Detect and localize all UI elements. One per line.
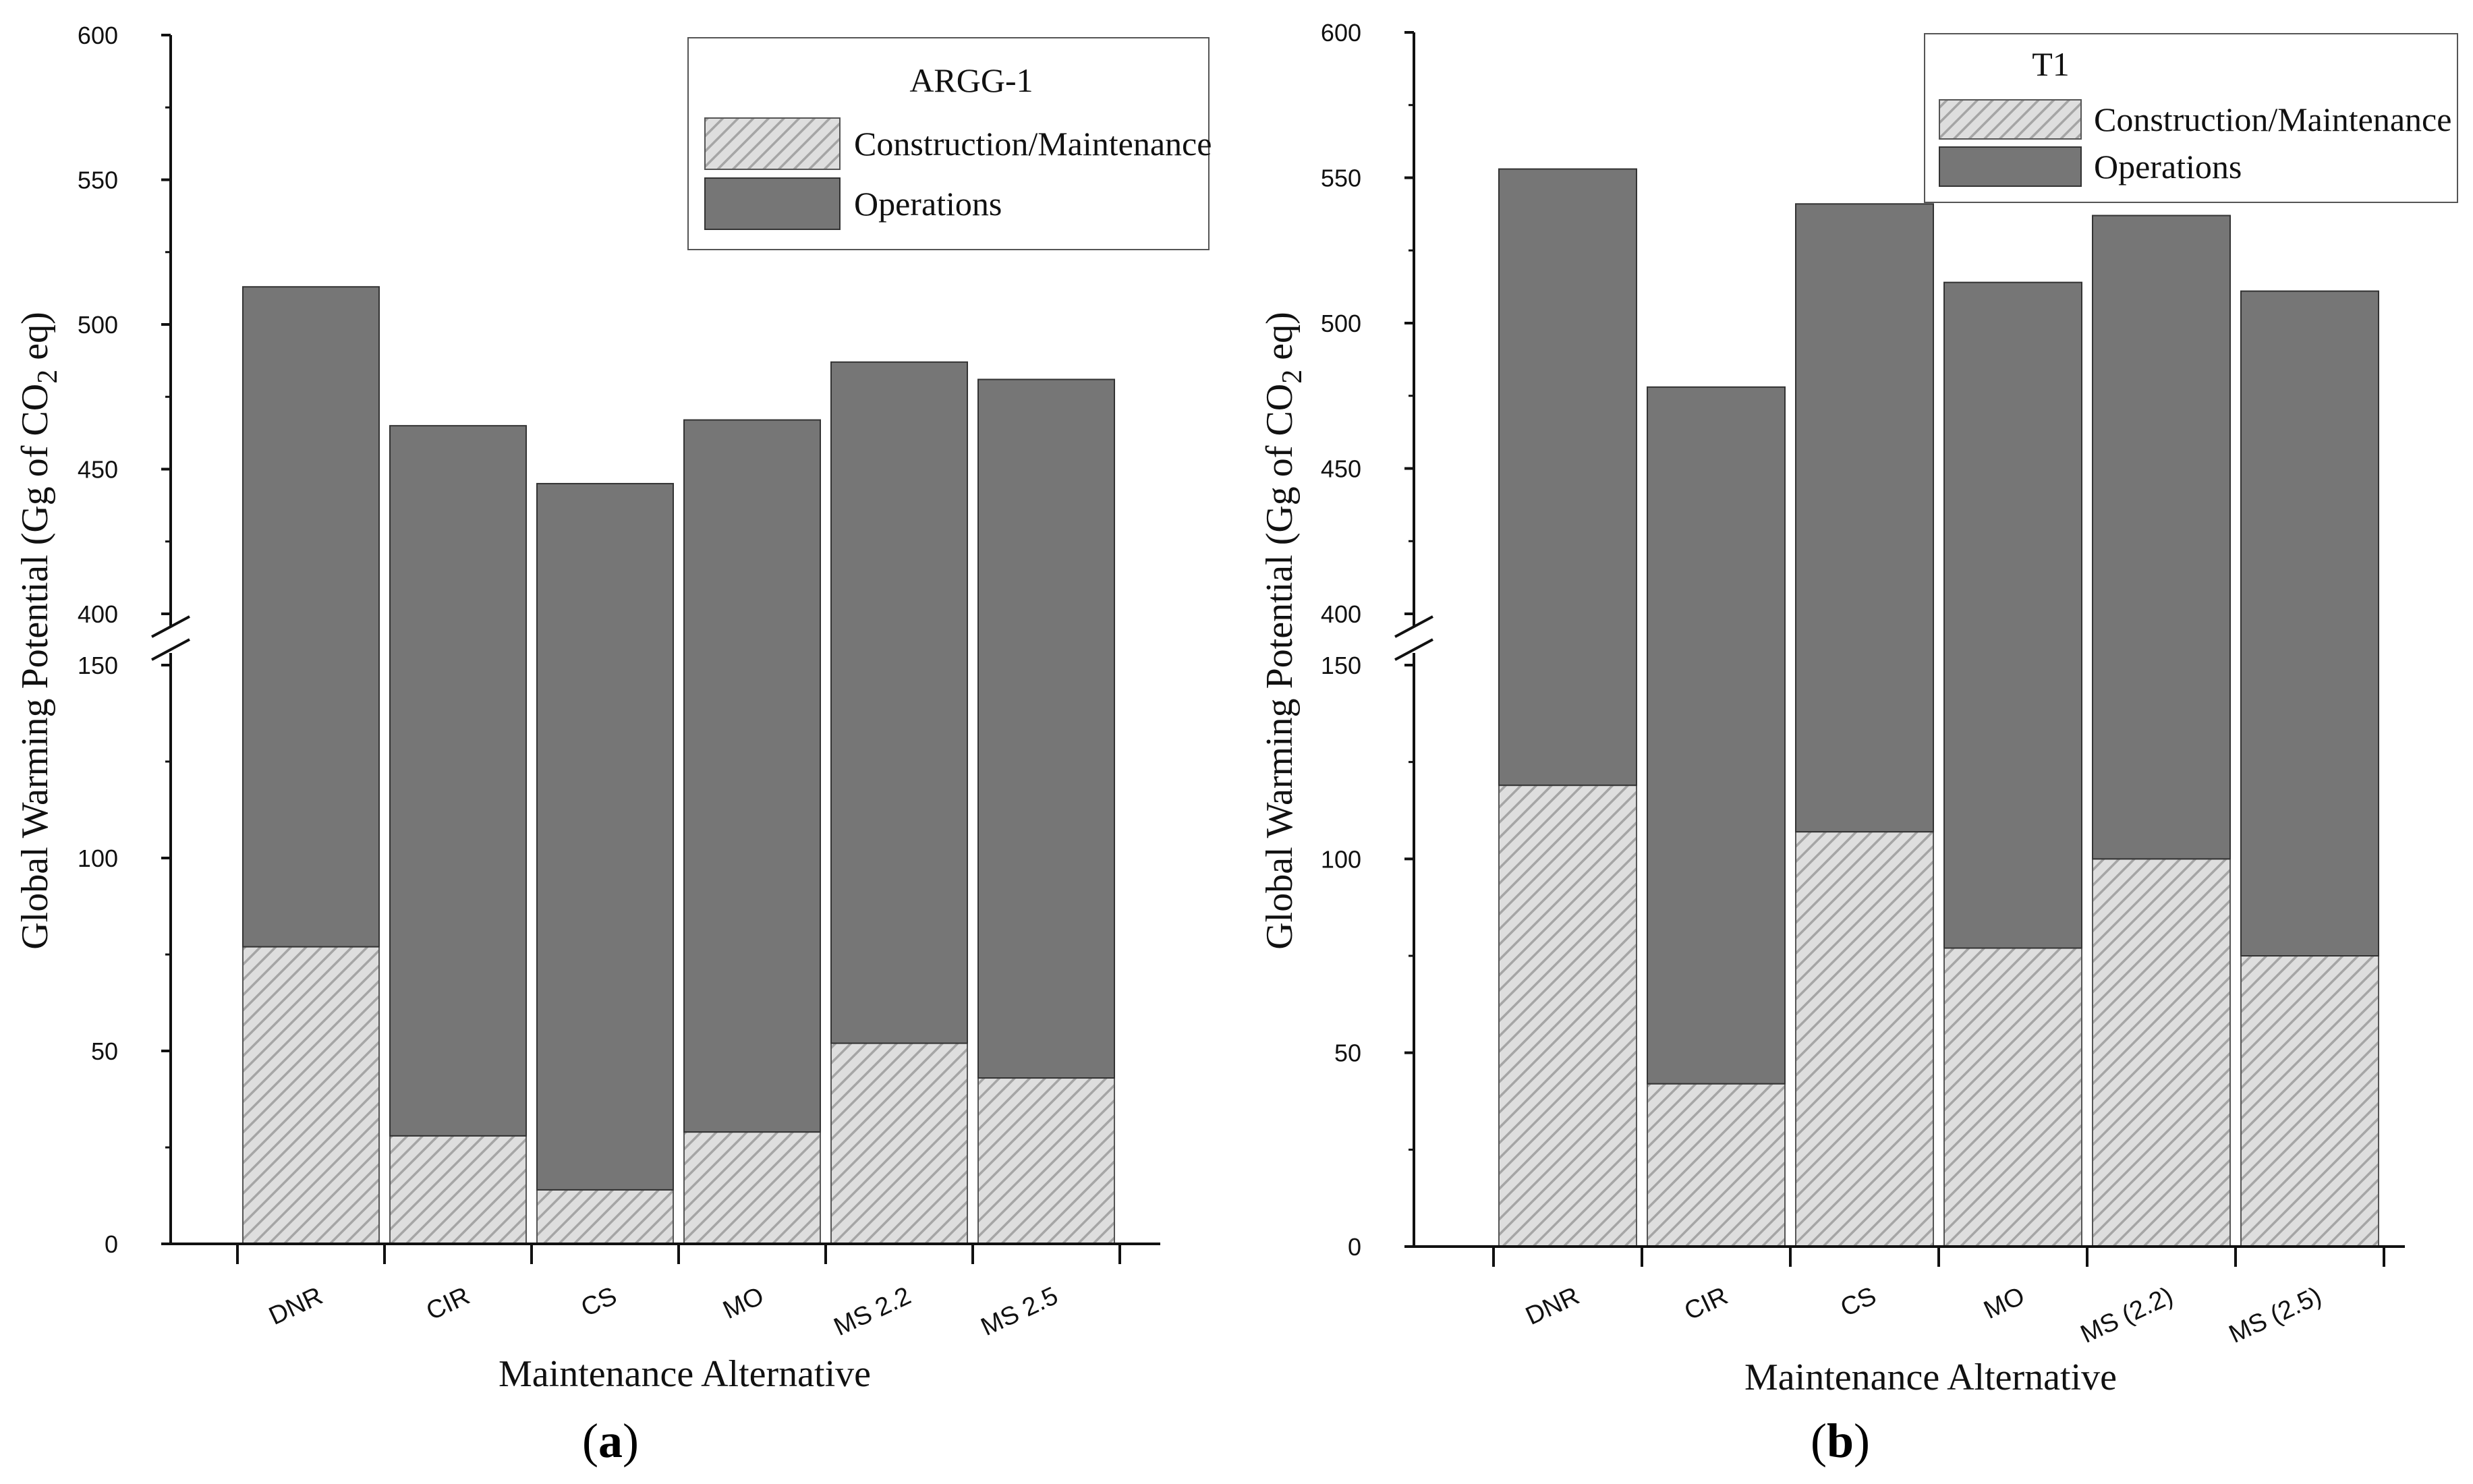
x-category-label: MS 2.2	[830, 1282, 915, 1342]
x-category-label: CIR	[1680, 1282, 1732, 1326]
legend-label-construction: Construction/Maintenance	[2094, 101, 2451, 138]
y-tick-label: 600	[78, 22, 118, 49]
bar-construction-1	[1498, 784, 1637, 1247]
y-tick-label: 550	[78, 167, 118, 194]
bar-operations-1	[1498, 168, 1637, 787]
y-tick-label: 400	[78, 600, 118, 628]
y-tick-label: 500	[78, 311, 118, 339]
bar-construction-5	[2092, 858, 2231, 1248]
y-tick-label: 50	[1334, 1039, 1361, 1067]
bar-construction-4	[683, 1131, 821, 1245]
bar-construction-1	[242, 946, 380, 1245]
axis-break-mark	[1394, 615, 1433, 638]
bar-operations-1	[242, 286, 380, 948]
bar-operations-5	[830, 361, 968, 1044]
bar-operations-2	[1647, 386, 1786, 1085]
legend-swatch-operations	[704, 177, 841, 230]
axis-break-mark	[1394, 638, 1433, 661]
bar-construction-4	[1943, 947, 2082, 1248]
y-tick-label: 450	[1321, 455, 1361, 483]
x-category-label: MO	[719, 1282, 768, 1325]
x-category-label: MS (2.5)	[2225, 1282, 2326, 1349]
bar-operations-6	[2240, 290, 2379, 957]
bar-operations-4	[1943, 281, 2082, 949]
bar-construction-3	[1795, 831, 1934, 1247]
y-tick-label: 150	[78, 652, 118, 679]
x-axis-title: Maintenance Alternative	[1744, 1357, 2117, 1398]
axis-break-mark	[151, 638, 190, 661]
legend-title: T1	[2032, 45, 2070, 83]
legend: T1 Construction/Maintenance Operations	[1924, 33, 2458, 203]
x-category-label: CS	[577, 1282, 621, 1322]
panel-a: 0 50 100 150 400 450 500 550 600 DNR CIR CS MO MS 2.2…	[14, 22, 1212, 1468]
legend: ARGG-1 Construction/Maintenance Operations	[687, 37, 1212, 250]
y-tick-label: 450	[78, 456, 118, 484]
x-category-label: CS	[1836, 1282, 1881, 1322]
panel-label: (b)	[1811, 1414, 1870, 1468]
bar-construction-6	[977, 1077, 1115, 1245]
bar-construction-3	[536, 1189, 674, 1245]
x-category-label: CIR	[422, 1282, 474, 1326]
bar-construction-2	[1647, 1083, 1786, 1248]
legend-swatch-construction	[704, 117, 841, 170]
y-tick-label: 500	[1321, 310, 1361, 337]
legend-label-operations: Operations	[854, 185, 1002, 223]
bar-operations-5	[2092, 215, 2231, 860]
legend-swatch-operations	[1939, 146, 2082, 187]
y-tick-label: 100	[1321, 845, 1361, 873]
panel-b: 0 50 100 150 400 450 500 550 600 DNR CIR CS MO MS (2.…	[1259, 19, 2458, 1468]
x-category-label: MO	[1980, 1282, 2029, 1325]
x-category-label: MS 2.5	[977, 1282, 1062, 1342]
y-tick-label: 50	[91, 1037, 118, 1065]
legend-swatch-construction	[1939, 99, 2082, 140]
y-tick-label: 0	[1348, 1233, 1361, 1261]
x-category-label: DNR	[1521, 1282, 1583, 1331]
panel-label: (a)	[582, 1414, 639, 1468]
x-category-label: DNR	[264, 1282, 326, 1331]
bar-construction-2	[389, 1135, 527, 1245]
y-axis-title: Global Warming Potential (Gg of CO2 eq)	[14, 312, 63, 950]
bar-operations-4	[683, 419, 821, 1133]
x-axis-title: Maintenance Alternative	[499, 1353, 871, 1395]
bar-operations-2	[389, 425, 527, 1137]
legend-label-construction: Construction/Maintenance	[854, 125, 1212, 163]
y-tick-label: 600	[1321, 19, 1361, 47]
x-category-label: MS (2.2)	[2076, 1282, 2178, 1349]
bar-construction-5	[830, 1042, 968, 1245]
bar-operations-3	[1795, 203, 1934, 833]
axis-break-mark	[151, 615, 190, 638]
y-tick-label: 100	[78, 845, 118, 872]
y-tick-label: 400	[1321, 600, 1361, 628]
y-tick-label: 0	[105, 1230, 118, 1258]
y-tick-label: 550	[1321, 165, 1361, 192]
legend-title: ARGG-1	[909, 61, 1033, 99]
y-tick-label: 150	[1321, 652, 1361, 679]
y-axis-title: Global Warming Potential (Gg of CO2 eq)	[1259, 312, 1308, 950]
bar-operations-3	[536, 482, 674, 1191]
legend-label-operations: Operations	[2094, 148, 2242, 186]
bar-construction-6	[2240, 955, 2379, 1247]
bar-operations-6	[977, 378, 1115, 1079]
